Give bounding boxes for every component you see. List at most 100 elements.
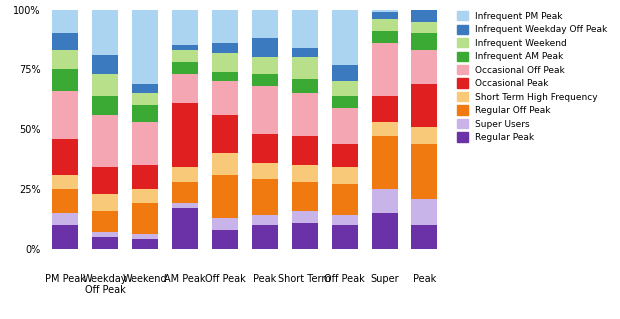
Bar	[252, 57, 278, 74]
Bar	[412, 50, 438, 84]
Bar	[212, 115, 238, 153]
Bar	[132, 105, 158, 122]
Bar	[132, 204, 158, 234]
Bar	[172, 62, 198, 74]
Bar	[172, 204, 198, 208]
Bar	[412, 22, 438, 33]
Bar	[92, 115, 118, 167]
Bar	[172, 167, 198, 182]
Bar	[172, 45, 198, 50]
Bar	[172, 5, 198, 45]
Bar	[132, 122, 158, 165]
Bar	[52, 139, 78, 175]
Bar	[412, 144, 438, 198]
Bar	[212, 153, 238, 175]
Bar	[132, 165, 158, 189]
Bar	[292, 10, 317, 48]
Bar	[92, 237, 118, 249]
Bar	[371, 31, 397, 43]
Bar	[332, 144, 358, 167]
Bar	[292, 211, 317, 223]
Bar	[132, 84, 158, 93]
Bar	[332, 96, 358, 108]
Bar	[172, 50, 198, 62]
Bar	[212, 10, 238, 43]
Bar	[252, 74, 278, 86]
Bar	[212, 43, 238, 53]
Bar	[52, 70, 78, 91]
Bar	[332, 65, 358, 81]
Bar	[132, 10, 158, 84]
Bar	[172, 103, 198, 167]
Bar	[252, 10, 278, 38]
Bar	[412, 0, 438, 22]
Bar	[252, 38, 278, 57]
Bar	[412, 33, 438, 50]
Bar	[332, 215, 358, 225]
Bar	[92, 10, 118, 55]
Bar	[52, 91, 78, 139]
Bar	[52, 33, 78, 50]
Bar	[212, 72, 238, 81]
Bar	[52, 10, 78, 33]
Bar	[371, 189, 397, 213]
Bar	[52, 213, 78, 225]
Bar	[212, 175, 238, 218]
Bar	[172, 208, 198, 249]
Bar	[292, 93, 317, 137]
Bar	[252, 86, 278, 134]
Bar	[412, 84, 438, 127]
Bar	[92, 232, 118, 237]
Bar	[412, 225, 438, 249]
Bar	[332, 167, 358, 184]
Bar	[52, 189, 78, 213]
Bar	[292, 223, 317, 249]
Bar	[52, 225, 78, 249]
Bar	[92, 194, 118, 211]
Bar	[371, 137, 397, 189]
Bar	[212, 218, 238, 230]
Bar	[371, 12, 397, 19]
Bar	[412, 198, 438, 225]
Bar	[52, 50, 78, 70]
Bar	[332, 225, 358, 249]
Bar	[371, 96, 397, 122]
Bar	[292, 165, 317, 182]
Bar	[292, 57, 317, 79]
Bar	[332, 81, 358, 96]
Bar	[371, 10, 397, 12]
Bar	[92, 167, 118, 194]
Bar	[292, 137, 317, 165]
Bar	[92, 96, 118, 115]
Bar	[292, 182, 317, 211]
Bar	[252, 215, 278, 225]
Bar	[292, 48, 317, 57]
Bar	[52, 175, 78, 189]
Bar	[172, 182, 198, 204]
Bar	[371, 122, 397, 137]
Bar	[292, 79, 317, 93]
Bar	[252, 179, 278, 215]
Bar	[332, 184, 358, 215]
Bar	[92, 211, 118, 232]
Bar	[132, 93, 158, 105]
Bar	[371, 213, 397, 249]
Bar	[132, 234, 158, 239]
Bar	[252, 163, 278, 179]
Bar	[371, 19, 397, 31]
Bar	[92, 55, 118, 74]
Bar	[132, 189, 158, 204]
Bar	[332, 10, 358, 65]
Bar	[212, 230, 238, 249]
Bar	[252, 134, 278, 163]
Bar	[371, 43, 397, 96]
Bar	[212, 81, 238, 115]
Bar	[132, 239, 158, 249]
Bar	[212, 53, 238, 72]
Bar	[332, 108, 358, 144]
Bar	[92, 74, 118, 96]
Bar	[172, 74, 198, 103]
Bar	[252, 225, 278, 249]
Legend: Infrequent PM Peak, Infrequent Weekday Off Peak, Infrequent Weekend, Infrequent : Infrequent PM Peak, Infrequent Weekday O…	[455, 9, 609, 144]
Bar	[412, 127, 438, 144]
